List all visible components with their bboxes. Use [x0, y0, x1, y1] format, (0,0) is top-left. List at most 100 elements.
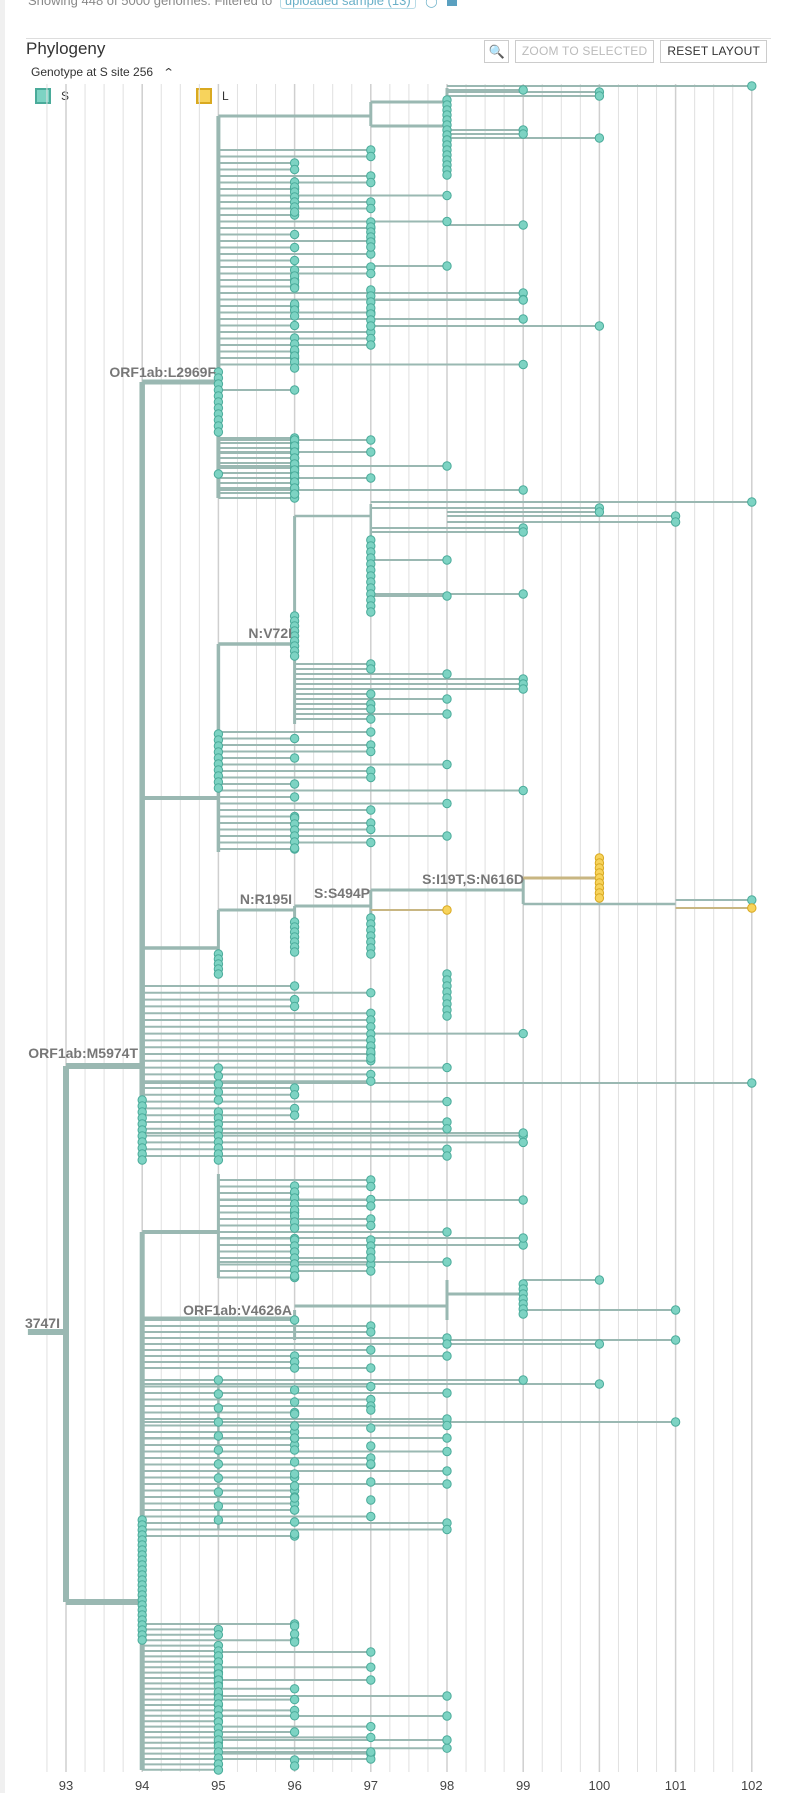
panel-title: Phylogeny [26, 39, 106, 58]
filter-tag[interactable]: uploaded sample (13) [279, 0, 416, 9]
tip-s [289, 779, 300, 789]
tip-l [747, 903, 757, 913]
tip-s [289, 1090, 300, 1100]
magnifier-icon: 🔍 [488, 44, 506, 59]
tip-s [518, 589, 528, 599]
tip-s [747, 497, 757, 507]
tip-s [137, 1635, 147, 1645]
eye-slash-icon[interactable]: ◯ [425, 0, 438, 8]
tip-s [289, 733, 300, 744]
legend-label-l: L [222, 89, 229, 103]
tip-s [289, 1421, 300, 1431]
branch-label: ORF1ab:M5974T [28, 1045, 138, 1061]
tip-s [213, 1079, 224, 1089]
tip-s [518, 1233, 528, 1243]
reset-layout-button[interactable]: RESET LAYOUT [660, 40, 767, 63]
tip-s [366, 824, 376, 835]
tip-s [747, 895, 757, 905]
tip-s [366, 1662, 376, 1672]
legend-swatch-l [196, 88, 212, 104]
axis-tick-label: 99 [516, 1778, 530, 1793]
tip-s [442, 1479, 452, 1489]
tip-s [366, 1423, 376, 1433]
tip-s [213, 783, 224, 793]
tip-s [366, 1220, 376, 1231]
tip-s [289, 1761, 300, 1771]
zoom-out-button[interactable]: 🔍 [483, 40, 509, 63]
tip-s [366, 1721, 376, 1732]
zoom-to-selected-button[interactable]: ZOOM TO SELECTED [514, 40, 655, 63]
chevron-up-icon[interactable]: ⌃ [163, 67, 176, 79]
tip-s [366, 772, 376, 783]
tip-s [670, 1417, 681, 1427]
axis-tick-label: 98 [440, 1778, 454, 1793]
tip-s [289, 1385, 300, 1395]
tip-s [594, 1379, 605, 1389]
tree-grid [46, 84, 753, 1772]
tip-s [366, 727, 376, 737]
tip-s [137, 1155, 147, 1165]
tip-s [289, 1315, 300, 1325]
tip-s [366, 837, 376, 848]
tip-s [518, 785, 528, 796]
tip-l [442, 905, 452, 915]
tip-s [213, 1417, 224, 1427]
branch-label: 3747I [25, 1315, 60, 1331]
tip-s [366, 321, 376, 331]
tip-s [442, 1691, 452, 1701]
tip-s [289, 1397, 300, 1407]
axis-tick-label: 96 [287, 1778, 301, 1793]
filter-status-text: Showing 448 of 5000 genomes. Filtered to [28, 0, 273, 8]
tip-s [366, 1381, 376, 1392]
tip-s [213, 1063, 224, 1073]
panel-divider [26, 38, 771, 39]
tip-l [594, 893, 605, 903]
tip-s [442, 1711, 452, 1721]
panel-left-border [0, 0, 5, 1793]
tip-s [366, 1363, 376, 1373]
tip-s [289, 283, 300, 293]
tip-s [289, 792, 300, 802]
tip-s [213, 1375, 224, 1385]
tip-s [442, 261, 452, 271]
tip-s [289, 320, 300, 331]
tip-s [366, 177, 376, 188]
tip-s [442, 798, 452, 809]
tip-s [366, 1405, 376, 1415]
tree-branches [27, 85, 752, 1771]
tree-tips [137, 81, 757, 1775]
tip-s [213, 1515, 224, 1525]
tip-s [289, 1505, 300, 1515]
tip-s [366, 1181, 376, 1192]
tip-s [366, 1732, 376, 1743]
legend-label-s: S [61, 89, 70, 103]
tip-s [289, 1223, 300, 1233]
tip-s [213, 1487, 224, 1497]
tip-s [518, 485, 528, 495]
tip-s [442, 1743, 452, 1753]
tip-s [442, 1227, 452, 1237]
tip-s [442, 1151, 452, 1161]
tip-s [289, 1110, 300, 1120]
tip-s [213, 1403, 224, 1413]
color-by-label[interactable]: Genotype at S site 256 ⌃ [31, 65, 176, 79]
tip-s [442, 669, 452, 679]
tip-s [289, 1363, 300, 1373]
tip-s [442, 1420, 452, 1431]
branch-label: ORF1ab:L2969F [109, 364, 216, 380]
remove-filter-icon[interactable] [446, 0, 457, 6]
tip-s [442, 831, 452, 841]
tip-s [289, 1457, 300, 1467]
tip-s [289, 255, 300, 266]
tip-s [518, 314, 528, 324]
tip-s [366, 1675, 376, 1685]
tip-s [289, 1727, 300, 1737]
legend-item-l[interactable]: L [196, 88, 229, 104]
tip-s [442, 555, 452, 565]
tip-s [366, 473, 376, 483]
tip-s [518, 1309, 528, 1319]
tip-s [518, 1128, 528, 1138]
tip-s [289, 1481, 300, 1491]
tip-s [366, 1511, 376, 1522]
